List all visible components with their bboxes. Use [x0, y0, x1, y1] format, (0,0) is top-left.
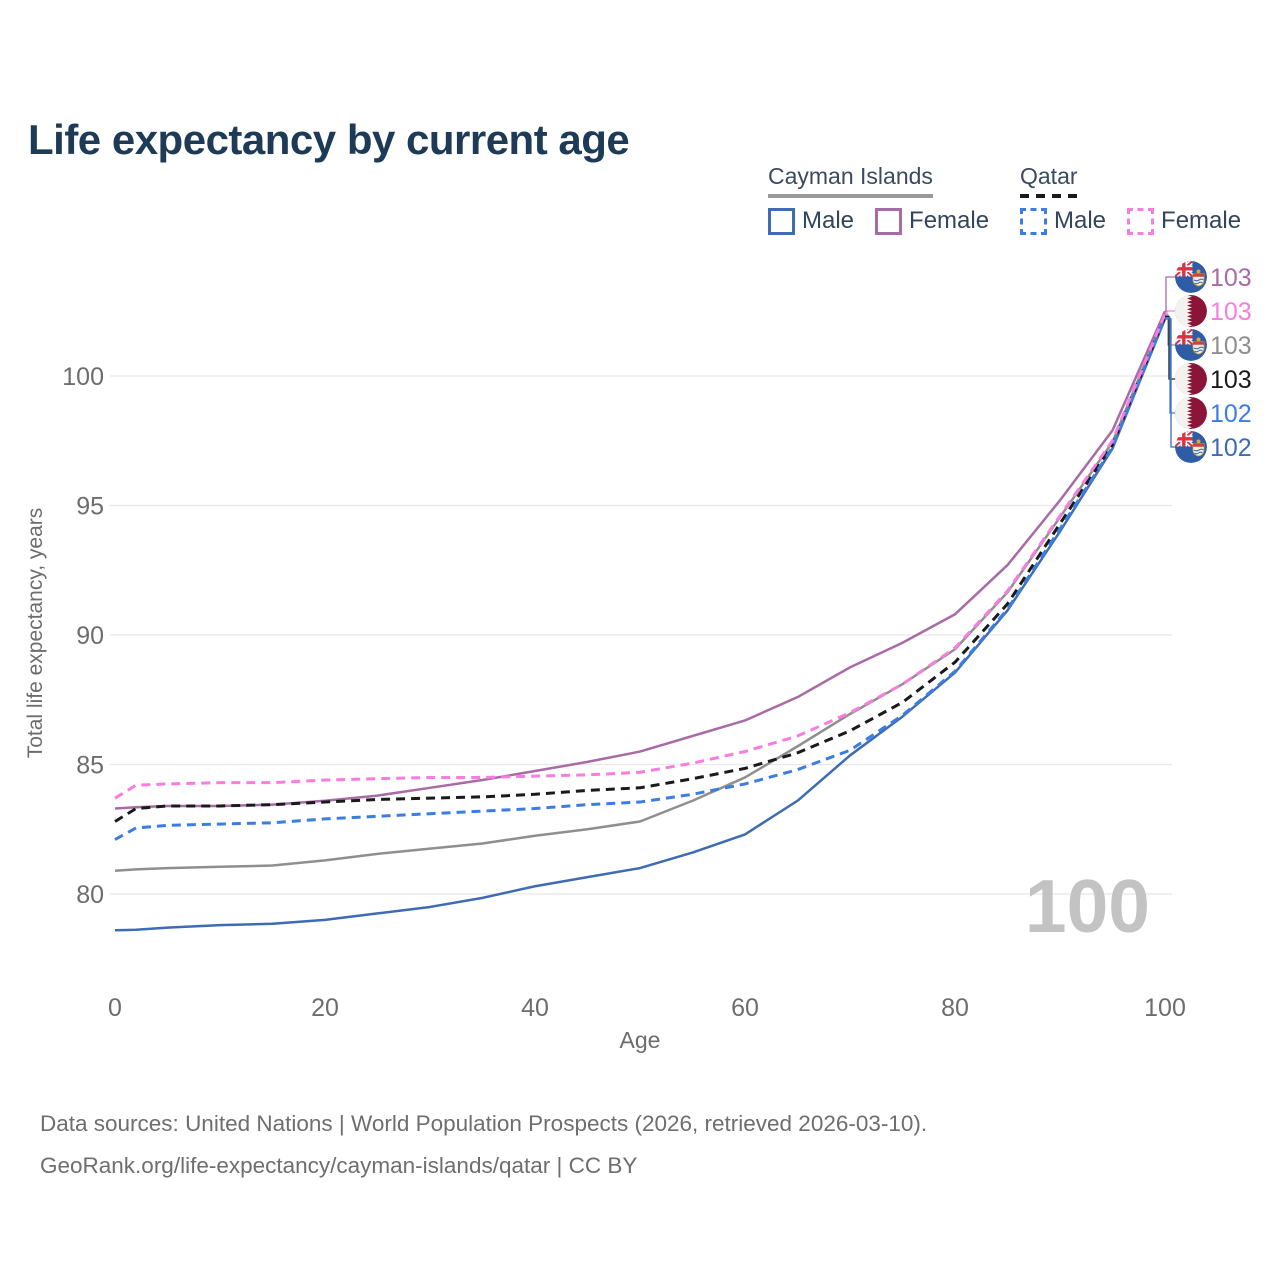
swatch-qatar-male	[1020, 207, 1047, 235]
series-line-cayman-islands-male[interactable]	[114, 318, 1167, 932]
legend-item-cayman-female[interactable]: Female	[875, 207, 989, 235]
legend-group-qatar: Qatar Male Female	[1020, 163, 1241, 235]
legend-group-label: Qatar	[1020, 163, 1078, 189]
x-tick-label: 20	[311, 994, 339, 1022]
endpoint-value-label: 103	[1210, 366, 1252, 394]
x-axis-title: Age	[620, 1027, 661, 1053]
legend-series-cayman-islands[interactable]: Cayman Islands	[768, 163, 933, 198]
endpoint-value-label: 103	[1210, 332, 1252, 360]
flag-icon-cayman-islands	[1175, 431, 1207, 463]
series-line-qatar-female[interactable]	[114, 313, 1167, 800]
age-indicator-watermark: 100	[1025, 864, 1150, 948]
series-line-qatar-both-sexes[interactable]	[114, 315, 1167, 823]
legend-group-label: Cayman Islands	[768, 163, 933, 189]
page-title: Life expectancy by current age	[28, 116, 630, 164]
endpoint-value-label: 102	[1210, 400, 1252, 428]
endpoint-value-label: 102	[1210, 434, 1252, 462]
legend-line-sample-solid	[768, 194, 933, 198]
legend-series-qatar[interactable]: Qatar	[1020, 163, 1078, 198]
swatch-qatar-female	[1127, 207, 1155, 235]
legend-item-label: Male	[802, 207, 855, 234]
endpoint-connector	[1165, 315, 1176, 380]
x-tick-label: 0	[108, 994, 122, 1022]
flag-icon-cayman-islands	[1175, 261, 1207, 293]
endpoint-connector	[1165, 318, 1176, 448]
y-axis-title: Total life expectancy, years	[24, 508, 47, 759]
swatch-cayman-male	[768, 207, 795, 235]
x-tick-label: 80	[941, 994, 969, 1022]
y-tick-label: 80	[76, 881, 104, 909]
x-tick-label: 60	[731, 994, 759, 1022]
flag-icon-qatar	[1175, 397, 1207, 429]
endpoint-value-label: 103	[1210, 264, 1252, 292]
legend-item-label: Female	[909, 207, 990, 234]
series-line-cayman-islands-both-sexes[interactable]	[114, 314, 1167, 872]
legend-item-label: Male	[1054, 207, 1107, 234]
legend-line-sample-dashed	[1020, 194, 1078, 198]
y-tick-label: 85	[76, 751, 104, 779]
legend-item-qatar-female[interactable]: Female	[1127, 207, 1241, 235]
x-tick-label: 100	[1144, 994, 1186, 1022]
endpoint-connector	[1165, 317, 1176, 414]
flag-icon-qatar	[1175, 363, 1207, 395]
legend-item-qatar-male[interactable]: Male	[1020, 207, 1106, 235]
flag-icon-qatar	[1175, 295, 1207, 327]
series-line-cayman-islands-female[interactable]	[114, 310, 1167, 810]
swatch-cayman-female	[875, 207, 903, 235]
endpoint-connector	[1165, 314, 1176, 346]
legend-group-cayman-islands: Cayman Islands Male Female	[768, 163, 989, 235]
flag-icon-cayman-islands	[1175, 329, 1207, 361]
x-tick-label: 40	[521, 994, 549, 1022]
legend-item-cayman-male[interactable]: Male	[768, 207, 854, 235]
source-line-1: Data sources: United Nations | World Pop…	[40, 1111, 928, 1136]
y-tick-label: 100	[62, 363, 104, 391]
legend-item-label: Female	[1161, 207, 1242, 234]
y-tick-label: 90	[76, 622, 104, 650]
y-tick-label: 95	[76, 492, 104, 520]
endpoint-value-label: 103	[1210, 298, 1252, 326]
source-line-2: GeoRank.org/life-expectancy/cayman-islan…	[40, 1152, 638, 1178]
endpoint-connector	[1165, 276, 1176, 312]
endpoint-connector	[1165, 310, 1176, 315]
data-source-note: Data sources: United Nations | World Pop…	[40, 1103, 927, 1186]
series-line-qatar-male[interactable]	[114, 317, 1167, 841]
